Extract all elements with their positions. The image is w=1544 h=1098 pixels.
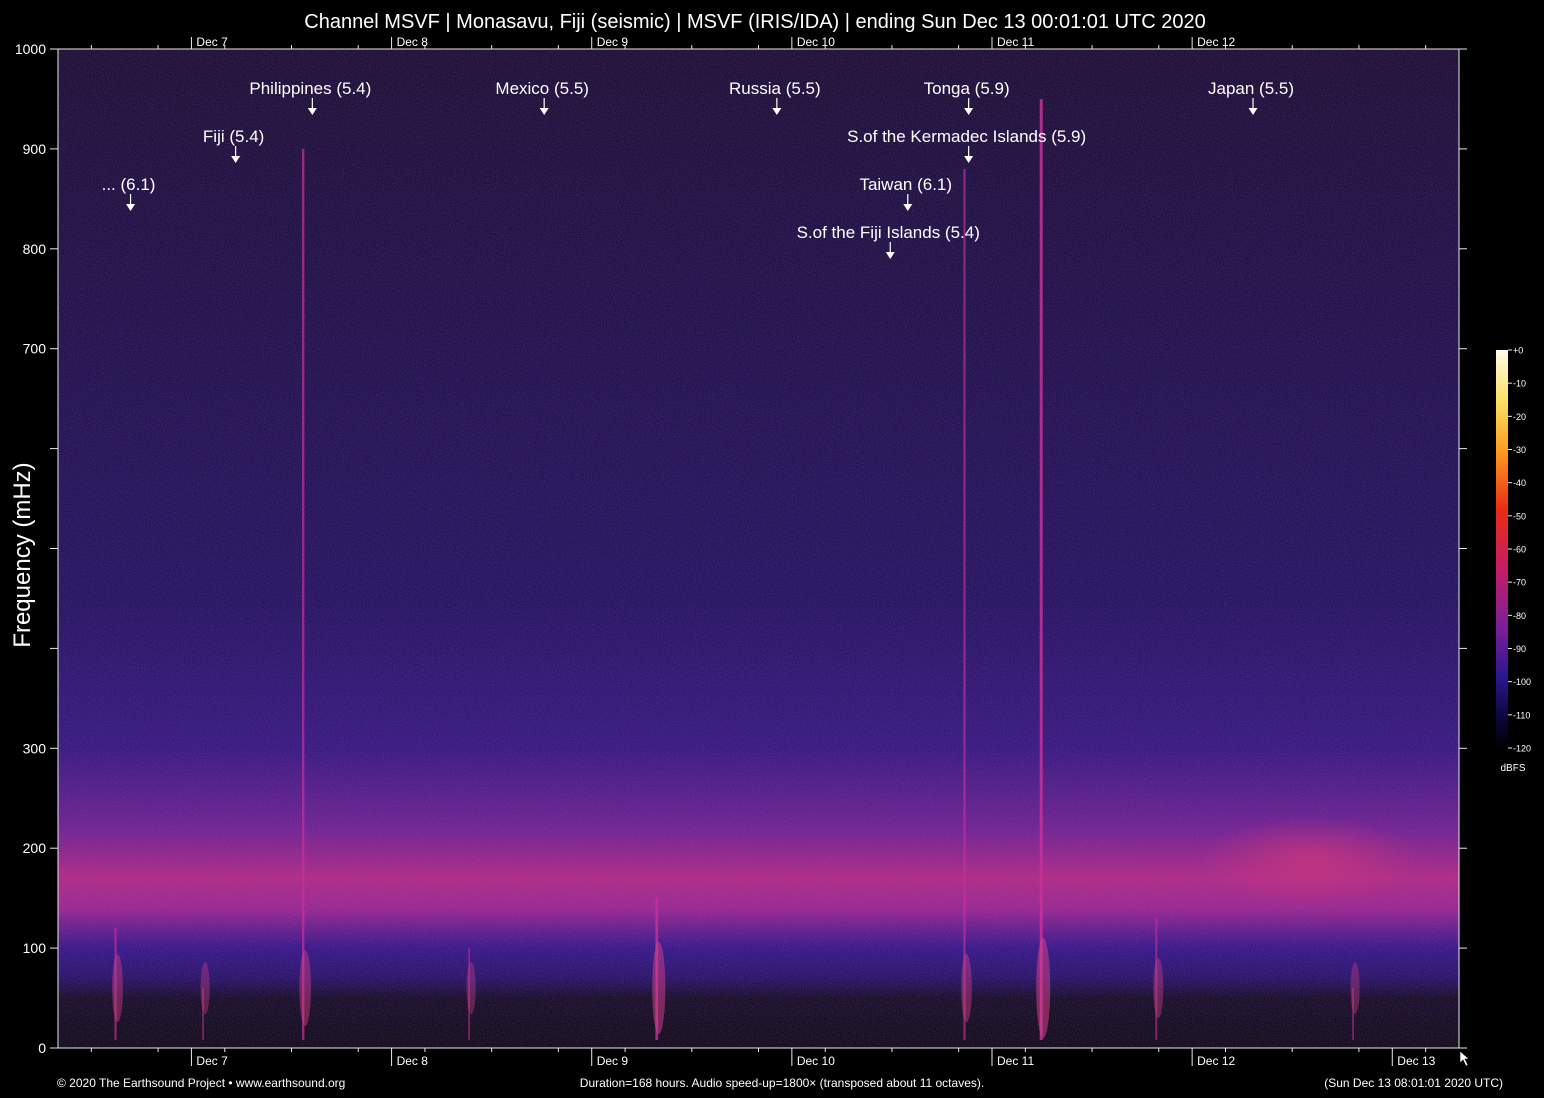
x-tick-label: Dec 10 xyxy=(797,1054,835,1068)
event-arrow-icon xyxy=(903,204,913,211)
colorbar-tick-label: -110 xyxy=(1513,710,1530,720)
x-tick-label: Dec 13 xyxy=(1397,1054,1435,1068)
event-arrow-icon xyxy=(964,156,974,163)
event-arrow-icon xyxy=(1248,108,1258,115)
event-arrow-icon xyxy=(885,252,895,259)
x-tick-label: Dec 7 xyxy=(196,1054,228,1068)
signal-burst xyxy=(1350,962,1360,1015)
colorbar-tick-label: -50 xyxy=(1513,511,1526,521)
x-tick-label: Dec 11 xyxy=(997,35,1034,49)
spectrogram-noise xyxy=(58,49,1459,1048)
spectrogram-plot xyxy=(57,48,1460,1049)
colorbar-tick-label: -120 xyxy=(1513,744,1531,754)
y-tick-label: 200 xyxy=(23,840,47,856)
colorbar-unit: dBFS xyxy=(1500,763,1525,774)
signal-burst xyxy=(299,950,311,1027)
y-tick-label: 800 xyxy=(23,241,47,257)
colorbar-tick-label: -90 xyxy=(1513,644,1526,654)
y-tick-label: 900 xyxy=(23,141,47,157)
y-axis: 0 100 200 300 700 800 900 1000 xyxy=(15,41,1467,1056)
y-tick-label: 300 xyxy=(23,740,47,756)
signal-burst xyxy=(652,942,666,1035)
event-arrow-icon xyxy=(539,108,549,115)
colorbar-tick-label: -10 xyxy=(1513,379,1526,389)
colorbar-tick-label: -100 xyxy=(1513,677,1531,687)
event-label: Taiwan (6.1) xyxy=(859,175,952,194)
event-label: ... (6.1) xyxy=(102,175,156,194)
colorbar-gradient xyxy=(1496,350,1508,748)
colorbar-tick-label: -30 xyxy=(1513,445,1526,455)
event-label: Fiji (5.4) xyxy=(203,127,264,146)
colorbar-tick-label: -60 xyxy=(1513,545,1526,555)
footer-duration: Duration=168 hours. Audio speed-up=1800×… xyxy=(580,1076,984,1090)
x-tick-label: Dec 7 xyxy=(196,35,228,49)
x-axis-top: Dec 7 Dec 8 Dec 9 Dec 10 Dec 11 Dec 12 xyxy=(90,35,1427,49)
signal-burst xyxy=(200,962,210,1015)
event-label: S.of the Fiji Islands (5.4) xyxy=(797,223,980,242)
signal-burst xyxy=(1036,938,1051,1039)
colorbar: +0 -10 -20 -30 -40 -50 -60 -70 -80 -90 -100 -110 -12… xyxy=(1496,346,1531,774)
y-tick-label: 1000 xyxy=(15,41,46,57)
y-axis-label: Frequency (mHz) xyxy=(9,462,36,647)
colorbar-tick-label: -40 xyxy=(1513,478,1526,488)
event-arrow-icon xyxy=(231,156,241,163)
signal-burst xyxy=(466,962,476,1015)
x-tick-label: Dec 9 xyxy=(597,35,629,49)
y-tick-label: 100 xyxy=(23,940,47,956)
event-arrow-icon xyxy=(126,204,136,211)
event-label: Tonga (5.9) xyxy=(924,79,1010,98)
x-tick-label: Dec 11 xyxy=(997,1054,1034,1068)
event-label: Philippines (5.4) xyxy=(249,79,371,98)
signal-burst xyxy=(1153,958,1164,1019)
x-tick-label: Dec 8 xyxy=(397,35,429,49)
x-tick-label: Dec 8 xyxy=(397,1054,429,1068)
x-tick-label: Dec 10 xyxy=(797,35,835,49)
event-arrow-icon xyxy=(772,108,782,115)
x-tick-label: Dec 12 xyxy=(1197,1054,1235,1068)
event-label: Mexico (5.5) xyxy=(495,79,589,98)
signal-burst xyxy=(961,954,972,1023)
event-annotations: ... (6.1) Fiji (5.4) Philippines (5.4) Mexi… xyxy=(102,79,1294,259)
chart-title: Channel MSVF | Monasavu, Fiji (seismic) … xyxy=(304,11,1206,33)
colorbar-tick-label: -20 xyxy=(1513,412,1526,422)
colorbar-tick-label: -70 xyxy=(1513,578,1526,588)
footer-timestamp: (Sun Dec 13 08:01:01 2020 UTC) xyxy=(1324,1076,1503,1090)
y-tick-label: 0 xyxy=(38,1040,46,1056)
event-label: Russia (5.5) xyxy=(729,79,821,98)
signal-burst xyxy=(112,954,123,1023)
event-label: S.of the Kermadec Islands (5.9) xyxy=(847,127,1086,146)
colorbar-tick-label: -80 xyxy=(1513,611,1526,621)
signal-lines xyxy=(112,98,1360,1040)
x-tick-label: Dec 12 xyxy=(1197,35,1235,49)
y-tick-label: 700 xyxy=(23,341,47,357)
x-tick-label: Dec 9 xyxy=(597,1054,629,1068)
event-label: Japan (5.5) xyxy=(1208,79,1294,98)
event-arrow-icon xyxy=(964,108,974,115)
event-arrow-icon xyxy=(307,108,317,115)
colorbar-ticks: +0 -10 -20 -30 -40 -50 -60 -70 -80 -90 -100 -110 -12… xyxy=(1508,346,1531,754)
cursor-pointer-icon xyxy=(1459,1050,1470,1067)
x-axis-bottom: Dec 7 Dec 8 Dec 9 Dec 10 Dec 11 Dec 12 Dec 13 xyxy=(90,1048,1436,1068)
footer-copyright: © 2020 The Earthsound Project • www.eart… xyxy=(57,1076,345,1090)
colorbar-tick-label: +0 xyxy=(1513,346,1523,356)
